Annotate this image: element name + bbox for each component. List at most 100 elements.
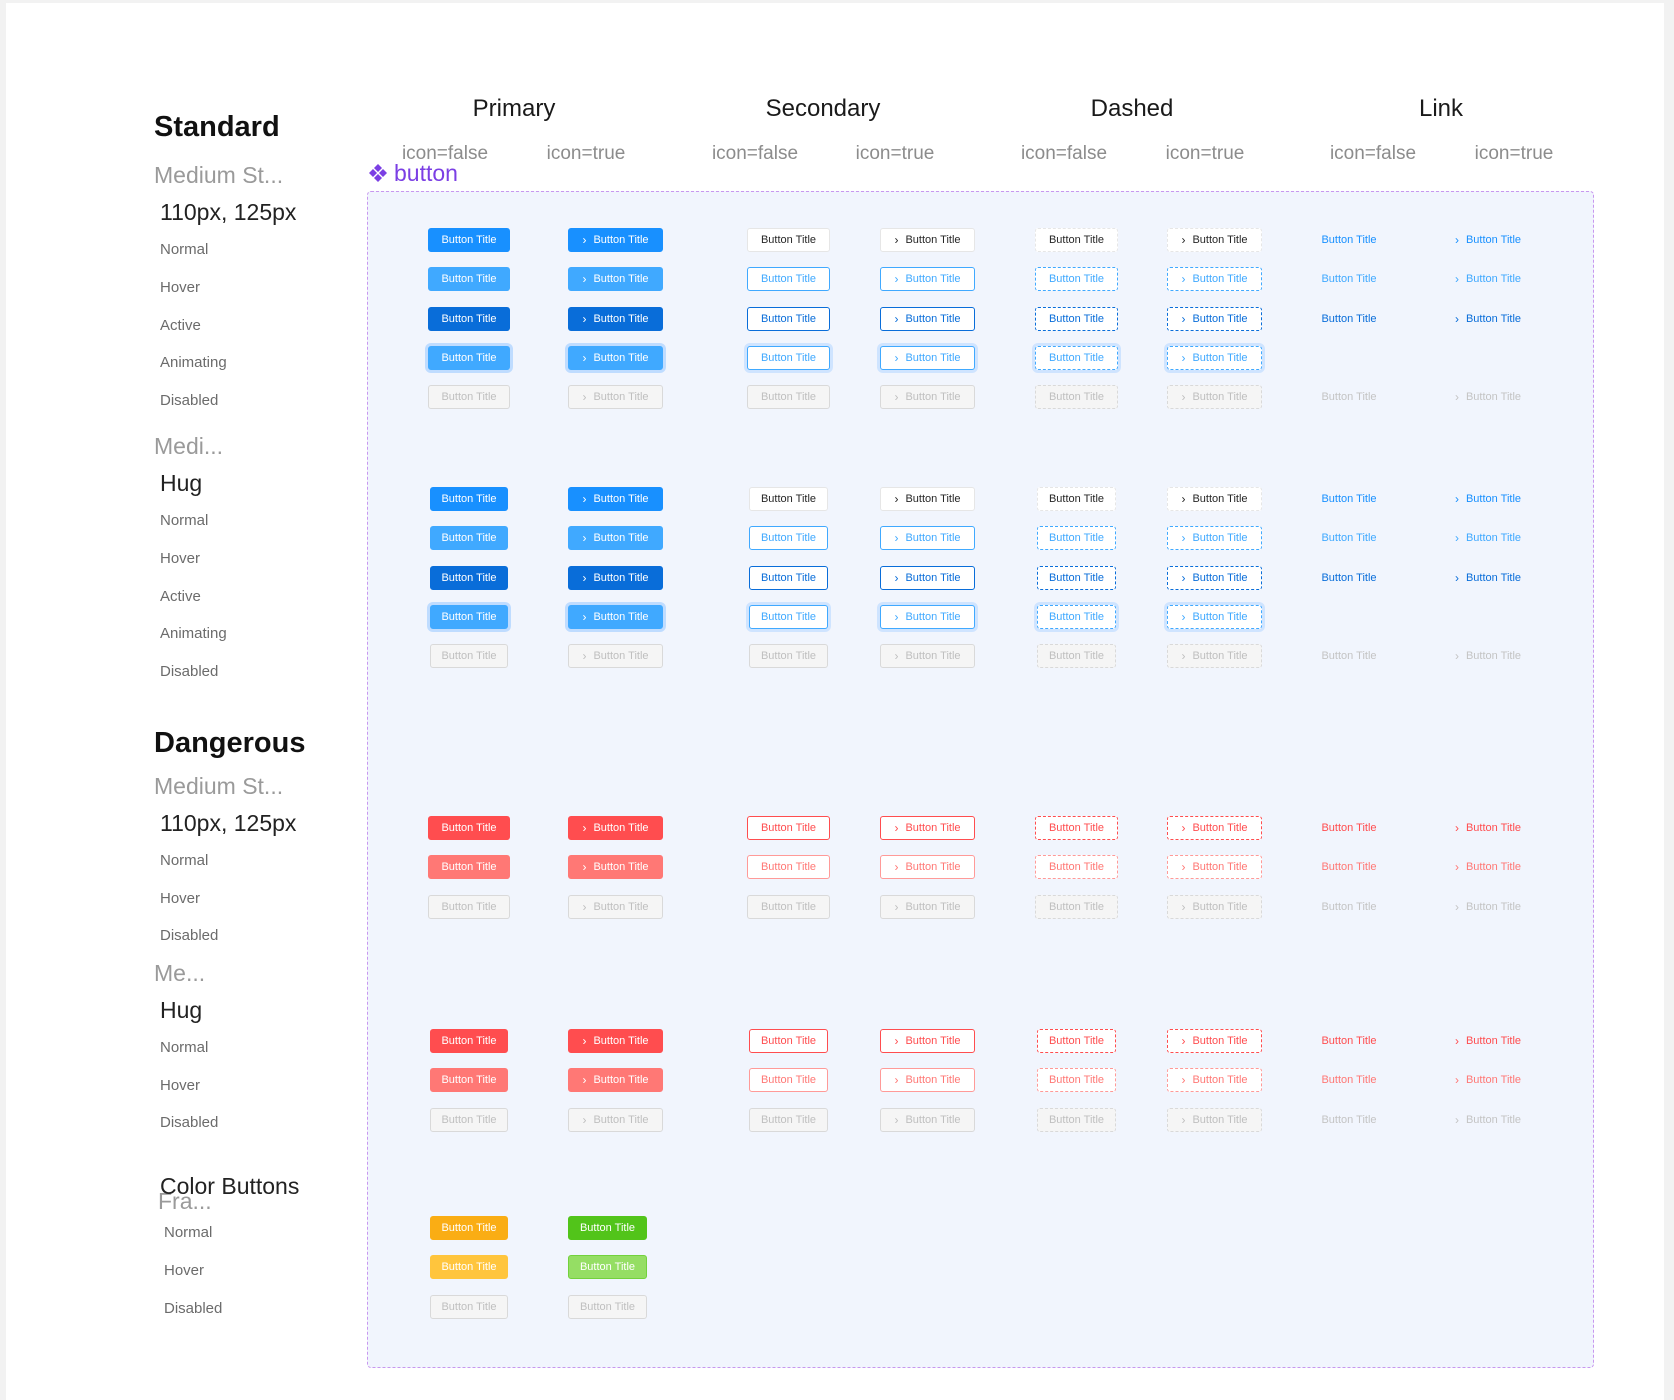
danger-primary-icon-hover-button[interactable]: › Button Title — [568, 855, 663, 879]
standard-dashed-icon-hover-button[interactable]: › Button Title — [1167, 267, 1262, 291]
standard-hug-secondary-icon-normal-button[interactable]: › Button Title — [880, 487, 975, 511]
component-set-frame[interactable] — [367, 191, 1594, 1368]
standard-hug-dashed-hover-button[interactable]: Button Title — [1037, 526, 1116, 550]
standard-hug-primary-normal-button[interactable]: Button Title — [430, 487, 508, 511]
standard-hug-secondary-animating-button[interactable]: Button Title — [749, 605, 828, 629]
danger-hug-dashed-disabled-button[interactable]: Button Title — [1037, 1108, 1116, 1132]
standard-secondary-icon-disabled-button[interactable]: › Button Title — [880, 385, 975, 409]
danger-link-hover-button[interactable]: Button Title — [1313, 855, 1385, 879]
danger-hug-link-icon-hover-button[interactable]: › Button Title — [1447, 1068, 1529, 1092]
danger-dashed-disabled-button[interactable]: Button Title — [1035, 895, 1118, 919]
standard-hug-dashed-icon-animating-button[interactable]: › Button Title — [1167, 605, 1262, 629]
standard-hug-link-icon-disabled-button[interactable]: › Button Title — [1447, 644, 1529, 668]
standard-secondary-icon-animating-button[interactable]: › Button Title — [880, 346, 975, 370]
standard-link-icon-hover-button[interactable]: › Button Title — [1447, 267, 1529, 291]
standard-secondary-disabled-button[interactable]: Button Title — [747, 385, 830, 409]
danger-hug-link-icon-disabled-button[interactable]: › Button Title — [1447, 1108, 1529, 1132]
standard-dashed-icon-animating-button[interactable]: › Button Title — [1167, 346, 1262, 370]
standard-hug-primary-active-button[interactable]: Button Title — [430, 566, 508, 590]
standard-hug-dashed-icon-normal-button[interactable]: › Button Title — [1167, 487, 1262, 511]
danger-hug-secondary-hover-button[interactable]: Button Title — [749, 1068, 828, 1092]
standard-link-disabled-button[interactable]: Button Title — [1313, 385, 1385, 409]
standard-hug-link-normal-button[interactable]: Button Title — [1313, 487, 1385, 511]
danger-hug-link-normal-button[interactable]: Button Title — [1313, 1029, 1385, 1053]
standard-hug-primary-icon-disabled-button[interactable]: › Button Title — [568, 644, 663, 668]
danger-hug-secondary-icon-normal-button[interactable]: › Button Title — [880, 1029, 975, 1053]
standard-hug-primary-hover-button[interactable]: Button Title — [430, 526, 508, 550]
standard-hug-secondary-icon-animating-button[interactable]: › Button Title — [880, 605, 975, 629]
danger-hug-dashed-normal-button[interactable]: Button Title — [1037, 1029, 1116, 1053]
standard-hug-secondary-normal-button[interactable]: Button Title — [749, 487, 828, 511]
standard-hug-primary-animating-button[interactable]: Button Title — [430, 605, 508, 629]
danger-dashed-icon-disabled-button[interactable]: › Button Title — [1167, 895, 1262, 919]
danger-dashed-hover-button[interactable]: Button Title — [1035, 855, 1118, 879]
danger-secondary-hover-button[interactable]: Button Title — [747, 855, 830, 879]
danger-secondary-icon-disabled-button[interactable]: › Button Title — [880, 895, 975, 919]
danger-secondary-normal-button[interactable]: Button Title — [747, 816, 830, 840]
standard-dashed-icon-active-button[interactable]: › Button Title — [1167, 307, 1262, 331]
danger-hug-primary-hover-button[interactable]: Button Title — [430, 1068, 508, 1092]
danger-hug-secondary-disabled-button[interactable]: Button Title — [749, 1108, 828, 1132]
danger-secondary-icon-normal-button[interactable]: › Button Title — [880, 816, 975, 840]
color-success-normal-button[interactable]: Button Title — [568, 1216, 647, 1240]
standard-primary-icon-animating-button[interactable]: › Button Title — [568, 346, 663, 370]
standard-hug-dashed-icon-disabled-button[interactable]: › Button Title — [1167, 644, 1262, 668]
standard-primary-icon-hover-button[interactable]: › Button Title — [568, 267, 663, 291]
danger-link-disabled-button[interactable]: Button Title — [1313, 895, 1385, 919]
danger-secondary-disabled-button[interactable]: Button Title — [747, 895, 830, 919]
danger-hug-secondary-icon-hover-button[interactable]: › Button Title — [880, 1068, 975, 1092]
standard-hug-dashed-disabled-button[interactable]: Button Title — [1037, 644, 1116, 668]
standard-link-hover-button[interactable]: Button Title — [1313, 267, 1385, 291]
standard-secondary-icon-normal-button[interactable]: › Button Title — [880, 228, 975, 252]
danger-dashed-normal-button[interactable]: Button Title — [1035, 816, 1118, 840]
danger-link-normal-button[interactable]: Button Title — [1313, 816, 1385, 840]
danger-primary-icon-disabled-button[interactable]: › Button Title — [568, 895, 663, 919]
danger-secondary-icon-hover-button[interactable]: › Button Title — [880, 855, 975, 879]
danger-hug-dashed-icon-normal-button[interactable]: › Button Title — [1167, 1029, 1262, 1053]
standard-hug-primary-disabled-button[interactable]: Button Title — [430, 644, 508, 668]
standard-primary-hover-button[interactable]: Button Title — [428, 267, 510, 291]
standard-dashed-disabled-button[interactable]: Button Title — [1035, 385, 1118, 409]
danger-link-icon-hover-button[interactable]: › Button Title — [1447, 855, 1529, 879]
color-warning-normal-button[interactable]: Button Title — [430, 1216, 508, 1240]
standard-secondary-normal-button[interactable]: Button Title — [747, 228, 830, 252]
standard-primary-disabled-button[interactable]: Button Title — [428, 385, 510, 409]
standard-dashed-icon-normal-button[interactable]: › Button Title — [1167, 228, 1262, 252]
danger-hug-link-disabled-button[interactable]: Button Title — [1313, 1108, 1385, 1132]
standard-hug-dashed-icon-active-button[interactable]: › Button Title — [1167, 566, 1262, 590]
danger-hug-link-hover-button[interactable]: Button Title — [1313, 1068, 1385, 1092]
standard-hug-secondary-disabled-button[interactable]: Button Title — [749, 644, 828, 668]
standard-primary-animating-button[interactable]: Button Title — [428, 346, 510, 370]
standard-dashed-active-button[interactable]: Button Title — [1035, 307, 1118, 331]
danger-dashed-icon-hover-button[interactable]: › Button Title — [1167, 855, 1262, 879]
standard-hug-link-hover-button[interactable]: Button Title — [1313, 526, 1385, 550]
danger-dashed-icon-normal-button[interactable]: › Button Title — [1167, 816, 1262, 840]
danger-hug-dashed-hover-button[interactable]: Button Title — [1037, 1068, 1116, 1092]
danger-hug-secondary-normal-button[interactable]: Button Title — [749, 1029, 828, 1053]
standard-hug-secondary-icon-hover-button[interactable]: › Button Title — [880, 526, 975, 550]
danger-hug-primary-icon-hover-button[interactable]: › Button Title — [568, 1068, 663, 1092]
color-success-hover-button[interactable]: Button Title — [568, 1255, 647, 1279]
standard-primary-normal-button[interactable]: Button Title — [428, 228, 510, 252]
danger-link-icon-disabled-button[interactable]: › Button Title — [1447, 895, 1529, 919]
color-warning-disabled-button[interactable]: Button Title — [430, 1295, 508, 1319]
standard-dashed-normal-button[interactable]: Button Title — [1035, 228, 1118, 252]
standard-hug-dashed-normal-button[interactable]: Button Title — [1037, 487, 1116, 511]
standard-hug-primary-icon-normal-button[interactable]: › Button Title — [568, 487, 663, 511]
color-success-disabled-button[interactable]: Button Title — [568, 1295, 647, 1319]
standard-dashed-icon-disabled-button[interactable]: › Button Title — [1167, 385, 1262, 409]
standard-dashed-animating-button[interactable]: Button Title — [1035, 346, 1118, 370]
standard-dashed-hover-button[interactable]: Button Title — [1035, 267, 1118, 291]
standard-secondary-icon-hover-button[interactable]: › Button Title — [880, 267, 975, 291]
standard-hug-secondary-active-button[interactable]: Button Title — [749, 566, 828, 590]
standard-link-icon-disabled-button[interactable]: › Button Title — [1447, 385, 1529, 409]
standard-hug-link-disabled-button[interactable]: Button Title — [1313, 644, 1385, 668]
standard-link-icon-active-button[interactable]: › Button Title — [1447, 307, 1529, 331]
danger-hug-primary-icon-normal-button[interactable]: › Button Title — [568, 1029, 663, 1053]
standard-secondary-animating-button[interactable]: Button Title — [747, 346, 830, 370]
standard-secondary-active-button[interactable]: Button Title — [747, 307, 830, 331]
color-warning-hover-button[interactable]: Button Title — [430, 1255, 508, 1279]
component-label[interactable]: button — [368, 160, 458, 187]
danger-link-icon-normal-button[interactable]: › Button Title — [1447, 816, 1529, 840]
standard-primary-icon-active-button[interactable]: › Button Title — [568, 307, 663, 331]
